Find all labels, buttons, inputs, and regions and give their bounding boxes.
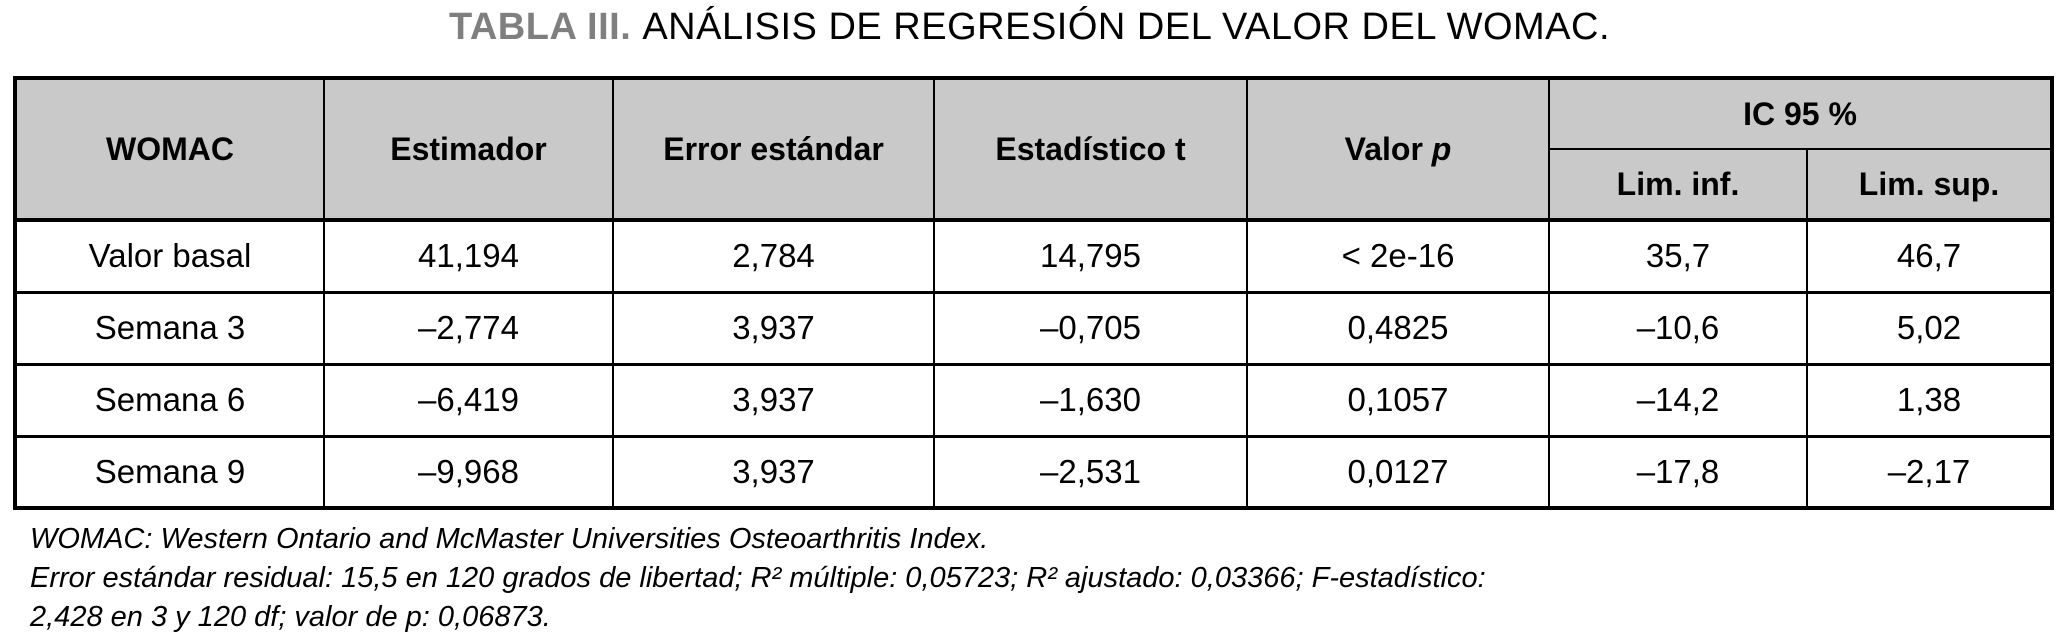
footnote-line: WOMAC: Western Ontario and McMaster Univ… xyxy=(30,523,989,555)
cell-estimador: –6,419 xyxy=(323,362,614,437)
footnote-line: 2,428 en 3 y 120 df; valor de p: 0,06873… xyxy=(30,601,551,633)
column-header-ic95: IC 95 % xyxy=(1547,77,2054,150)
cell-lim-sup: 46,7 xyxy=(1805,218,2054,293)
cell-valor-p: 0,0127 xyxy=(1246,434,1550,509)
cell-estadistico-t: –2,531 xyxy=(933,434,1248,509)
cell-estimador: –9,968 xyxy=(323,434,614,509)
table-footnotes: WOMAC: Western Ontario and McMaster Univ… xyxy=(30,520,1486,637)
column-header-lim-inf: Lim. inf. xyxy=(1548,148,1808,221)
cell-error-estandar: 3,937 xyxy=(612,434,935,509)
cell-valor-p: < 2e-16 xyxy=(1246,218,1550,293)
table-body: Valor basal 41,194 2,784 14,795 < 2e-16 … xyxy=(14,218,2054,509)
cell-lim-sup: –2,17 xyxy=(1805,434,2054,509)
cell-error-estandar: 3,937 xyxy=(612,362,935,437)
cell-lim-sup: 5,02 xyxy=(1805,290,2054,365)
cell-estadistico-t: 14,795 xyxy=(933,218,1248,293)
cell-error-estandar: 3,937 xyxy=(612,290,935,365)
table-row-semana-3: Semana 3 –2,774 3,937 –0,705 0,4825 –10,… xyxy=(14,290,2054,365)
footnote-line: Error estándar residual: 15,5 en 120 gra… xyxy=(30,562,1486,594)
cell-lim-sup: 1,38 xyxy=(1805,362,2054,437)
table-row-valor-basal: Valor basal 41,194 2,784 14,795 < 2e-16 … xyxy=(14,218,2054,293)
row-label: Semana 3 xyxy=(14,290,325,365)
cell-lim-inf: –10,6 xyxy=(1548,290,1808,365)
table-row-semana-9: Semana 9 –9,968 3,937 –2,531 0,0127 –17,… xyxy=(14,434,2054,509)
row-label: Valor basal xyxy=(14,218,325,293)
row-label: Semana 6 xyxy=(14,362,325,437)
cell-error-estandar: 2,784 xyxy=(612,218,935,293)
cell-estimador: –2,774 xyxy=(323,290,614,365)
row-label: Semana 9 xyxy=(14,434,325,509)
table-title-text: ANÁLISIS DE REGRESIÓN DEL VALOR DEL WOMA… xyxy=(642,6,1611,48)
table-row-semana-6: Semana 6 –6,419 3,937 –1,630 0,1057 –14,… xyxy=(14,362,2054,437)
column-header-lim-sup: Lim. sup. xyxy=(1805,148,2054,221)
valor-label: Valor xyxy=(1344,130,1423,167)
cell-estadistico-t: –0,705 xyxy=(933,290,1248,365)
column-header-valor-p: Valor p xyxy=(1246,77,1550,221)
cell-valor-p: 0,1057 xyxy=(1246,362,1550,437)
cell-estadistico-t: –1,630 xyxy=(933,362,1248,437)
p-symbol: p xyxy=(1431,130,1452,167)
cell-lim-inf: –17,8 xyxy=(1548,434,1808,509)
table-title-number: TABLA III. xyxy=(448,6,632,48)
column-header-womac: WOMAC xyxy=(14,77,325,221)
cell-valor-p: 0,4825 xyxy=(1246,290,1550,365)
table-title: TABLA III. ANÁLISIS DE REGRESIÓN DEL VAL… xyxy=(0,6,2059,49)
cell-lim-inf: –14,2 xyxy=(1548,362,1808,437)
column-header-error-estandar: Error estándar xyxy=(612,77,935,221)
regression-table: WOMAC Estimador Error estándar Estadísti… xyxy=(13,76,2055,510)
cell-estimador: 41,194 xyxy=(323,218,614,293)
table-header: WOMAC Estimador Error estándar Estadísti… xyxy=(14,77,2054,221)
cell-lim-inf: 35,7 xyxy=(1548,218,1808,293)
column-header-estadistico-t: Estadístico t xyxy=(933,77,1248,221)
column-header-estimador: Estimador xyxy=(323,77,614,221)
